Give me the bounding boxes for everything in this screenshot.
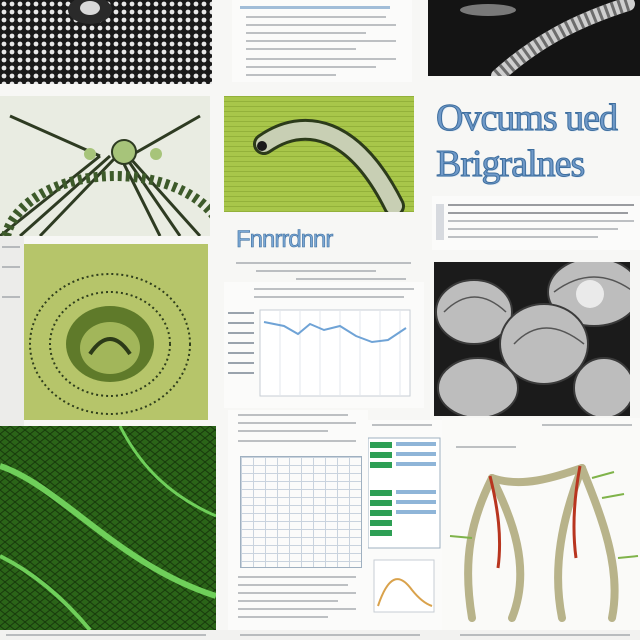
section-heading: Fnnrrdnnr — [236, 226, 334, 254]
bulbous-spheres-icon — [435, 262, 630, 416]
spotted-texture-icon — [0, 0, 212, 84]
bulbous-spheres-panel — [434, 262, 630, 416]
green-serpent-panel — [224, 96, 414, 212]
left-edge-text — [0, 236, 24, 426]
radial-organism-icon-2 — [0, 244, 208, 420]
heading-subtext — [236, 256, 416, 284]
radial-organism-icon — [0, 96, 210, 236]
green-table-panel — [368, 420, 442, 630]
title-line-1: Ovcums ued — [435, 97, 618, 140]
line-chart-panel — [224, 282, 424, 408]
root-system-panel — [442, 418, 640, 630]
grid-document-panel — [228, 410, 368, 630]
root-system-icon — [449, 464, 639, 622]
document-text-block-right — [432, 196, 640, 250]
radial-organism-panel — [0, 96, 210, 236]
serpent-creature-icon-2 — [224, 96, 414, 212]
document-thumbnail-top — [232, 0, 412, 82]
leaf-veins-panel — [0, 426, 216, 630]
title-line-2: Brigralnes — [435, 143, 585, 186]
green-radial-organism-panel — [0, 244, 208, 420]
leaf-veins-icon — [0, 426, 216, 630]
line-chart-icon — [228, 309, 411, 397]
dark-serpent-panel — [428, 0, 640, 76]
serpent-creature-icon — [460, 0, 635, 76]
data-grid — [240, 456, 362, 568]
title-art: Ovcums ued Brigralnes — [434, 96, 640, 192]
spotted-texture-panel — [0, 0, 212, 84]
bottom-text-strip — [0, 630, 640, 640]
green-table-icon — [368, 437, 441, 613]
